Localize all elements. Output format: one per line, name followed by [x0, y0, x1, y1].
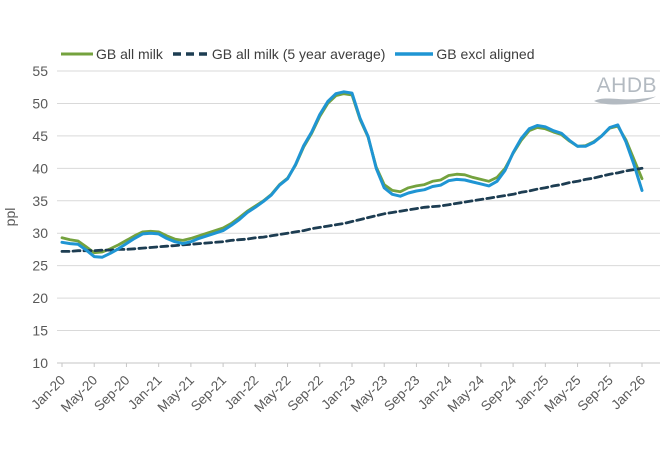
y-tick-label: 45 [32, 128, 48, 144]
series-gb-excl-aligned [60, 90, 644, 259]
x-tick-label: Sep-21 [188, 373, 229, 414]
y-tick-label: 10 [32, 355, 48, 371]
y-tick-label: 25 [32, 258, 48, 274]
legend-label: GB all milk [96, 46, 163, 62]
x-tick-label: Sep-20 [91, 373, 132, 414]
y-tick-label: 55 [32, 63, 48, 79]
line-swatch-icon [395, 52, 434, 56]
dashed-line-swatch-icon [172, 52, 209, 56]
legend-item-5yr-average: GB all milk (5 year average) [172, 46, 386, 62]
series-gb-all-milk-5-year-average- [60, 166, 644, 253]
x-tick-label: May-22 [251, 373, 293, 415]
y-tick-label: 50 [32, 95, 48, 111]
y-tick-label: 40 [32, 160, 48, 176]
x-tick-label: May-23 [348, 373, 390, 415]
line-swatch-icon [61, 52, 93, 56]
x-tick-label: May-25 [541, 373, 583, 415]
ahdb-logo: AHDB [593, 74, 657, 107]
x-tick-label: May-20 [58, 373, 100, 415]
x-tick-label: May-21 [155, 373, 197, 415]
legend-item-gb-all-milk: GB all milk [60, 46, 163, 62]
x-tick-label: Jan-26 [608, 373, 648, 413]
y-axis-title: ppl [2, 208, 18, 227]
y-tick-label: 15 [32, 323, 48, 339]
x-tick-label: Sep-24 [478, 372, 520, 414]
x-tick-label: Sep-22 [285, 373, 326, 414]
ahdb-wave-icon [594, 96, 656, 105]
y-tick-label: 20 [32, 290, 48, 306]
chart-legend: GB all milk GB all milk (5 year average)… [60, 46, 534, 62]
series-gb-all-milk [60, 92, 644, 255]
ahdb-logo-text: AHDB [596, 74, 657, 97]
x-tick-label: May-24 [445, 372, 488, 415]
x-tick-label: Sep-23 [381, 373, 422, 414]
y-tick-label: 30 [32, 225, 48, 241]
x-tick-label: Sep-25 [575, 373, 616, 414]
legend-item-gb-excl-aligned: GB excl aligned [394, 46, 534, 62]
y-tick-label: 35 [32, 193, 48, 209]
legend-label: GB excl aligned [436, 46, 535, 62]
legend-label: GB all milk (5 year average) [211, 46, 386, 62]
